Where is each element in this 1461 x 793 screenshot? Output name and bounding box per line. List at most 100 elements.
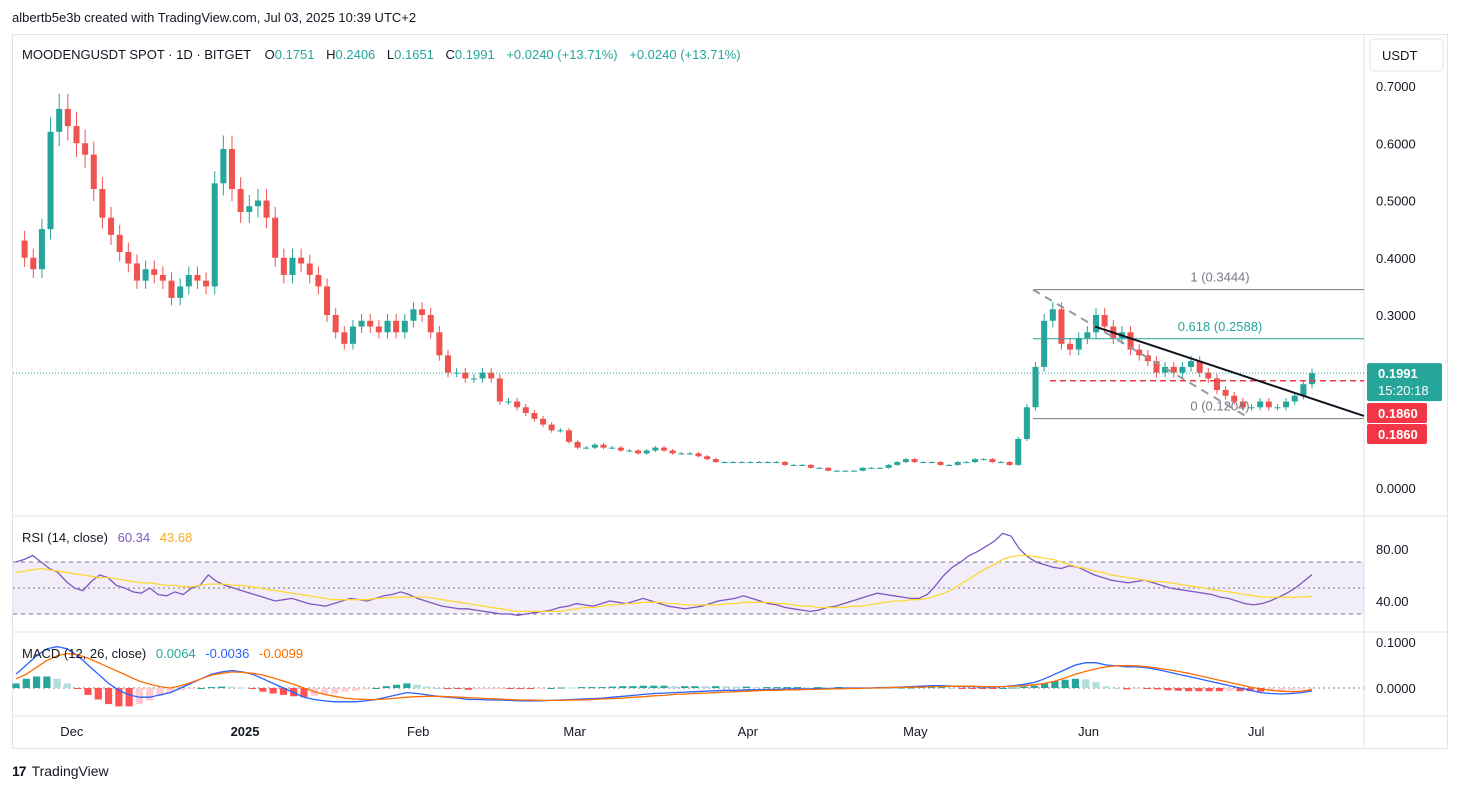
macd-histogram-bar (1298, 688, 1306, 690)
macd-histogram-bar (434, 688, 442, 689)
candle-body (82, 143, 89, 155)
candle-body (151, 269, 158, 275)
candle-body (220, 148, 227, 184)
candle-body (1127, 332, 1134, 350)
candle-body (90, 154, 97, 190)
macd-histogram-bar (547, 688, 555, 689)
macd-histogram-bar (238, 687, 246, 689)
candle-body (1196, 361, 1203, 373)
red-price-badge (1367, 403, 1427, 423)
candle-body (695, 453, 702, 457)
candle-body (1300, 384, 1307, 396)
macd-histogram-bar (1092, 682, 1100, 688)
candle-body (738, 462, 745, 464)
macd-histogram-bar (53, 678, 61, 688)
macd-histogram-bar (22, 678, 30, 688)
candle-body (704, 456, 711, 460)
macd-histogram-bar (166, 688, 174, 693)
macd-histogram-bar (639, 685, 648, 688)
low-value: 0.1651 (394, 47, 434, 62)
candle-body (773, 462, 780, 464)
macd-histogram-bar (362, 688, 370, 690)
macd-histogram-bar (1308, 688, 1316, 690)
rsi-ma-line (15, 554, 1313, 613)
candle-body (1188, 361, 1195, 367)
macd-histogram-bar (680, 686, 689, 688)
candle-body (401, 320, 408, 333)
candle-body (1231, 395, 1238, 402)
candle-body (1239, 401, 1246, 408)
macd-tick-label: 0.1000 (1376, 635, 1416, 650)
currency-button[interactable] (1369, 38, 1444, 72)
chart-credit-line: albertb5e3b created with TradingView.com… (12, 10, 417, 25)
macd-histogram-bar (670, 686, 678, 688)
macd-histogram-bar (660, 685, 668, 688)
macd-pane[interactable] (12, 645, 1364, 707)
candle-body (851, 470, 858, 472)
candle-body (315, 274, 322, 287)
macd-histogram-bar (1287, 688, 1296, 690)
candle-body (349, 326, 356, 344)
candle-body (1291, 395, 1298, 402)
candle-body (712, 459, 719, 463)
candle-body (168, 280, 175, 298)
macd-histogram-bar (557, 687, 565, 689)
current-price-badge (1367, 363, 1442, 402)
rsi-title: RSI (14, close) (22, 530, 108, 545)
candle-body (358, 320, 365, 327)
candle-body (902, 459, 909, 463)
macd-histogram-bar (156, 688, 164, 697)
candle-body (99, 189, 106, 218)
macd-histogram-bar (1164, 688, 1172, 691)
candle-body (790, 464, 797, 466)
macd-histogram-bar (804, 687, 812, 689)
rsi-tick-label: 40.00 (1376, 594, 1409, 609)
macd-histogram-bar (567, 687, 576, 689)
red-price-badge (1367, 424, 1427, 444)
macd-histogram-bar (146, 688, 154, 701)
macd-value: 0.0064 (156, 646, 196, 661)
candle-body (341, 332, 348, 344)
rsi-ma-value: 43.68 (160, 530, 193, 545)
macd-title: MACD (12, 26, close) (22, 646, 146, 661)
rsi-pane[interactable] (13, 532, 1364, 616)
price-tick-label: 0.4000 (1376, 251, 1416, 266)
tradingview-footer[interactable]: 17 TradingView (12, 763, 109, 779)
macd-histogram-bar (228, 686, 236, 688)
candle-body (1101, 315, 1108, 327)
candle-body (514, 401, 521, 408)
macd-histogram-bar (506, 688, 514, 689)
candle-body (1257, 401, 1264, 408)
time-tick-label: Mar (563, 724, 586, 739)
macd-histogram-bar (783, 687, 792, 689)
candle-body (747, 462, 754, 464)
candle-body (1283, 401, 1290, 408)
macd-histogram-bar (701, 686, 709, 688)
macd-signal-value: -0.0036 (205, 646, 249, 661)
rsi-line (15, 532, 1313, 616)
candle-body (540, 418, 547, 425)
macd-histogram-bar (32, 676, 41, 688)
macd-histogram-bar (218, 686, 226, 688)
fib-level-label: 0 (0.1204) (1190, 399, 1249, 414)
candle-body (30, 257, 37, 270)
candle-body (194, 274, 201, 281)
macd-histogram-bar (814, 687, 822, 689)
macd-line (15, 645, 1313, 703)
price-pane[interactable]: 1 (0.3444) 0.618 (0.2588) 0 (0.1204) (13, 93, 1365, 472)
macd-histogram-bar (1112, 688, 1121, 689)
macd-histogram-bar (423, 686, 432, 688)
macd-histogram-bar (999, 688, 1008, 689)
fib-diagonal-line (1032, 288, 1251, 420)
red-price-label: 0.1860 (1378, 406, 1418, 421)
macd-histogram-bar (608, 686, 617, 688)
macd-histogram-bar (794, 687, 802, 689)
candle-body (159, 274, 166, 281)
candle-body (462, 372, 469, 379)
red-price-label: 0.1860 (1378, 427, 1418, 442)
macd-histogram-bar (43, 676, 51, 688)
rsi-value: 60.34 (118, 530, 151, 545)
macd-histogram-bar (1030, 685, 1038, 688)
candle-body (1006, 462, 1013, 465)
